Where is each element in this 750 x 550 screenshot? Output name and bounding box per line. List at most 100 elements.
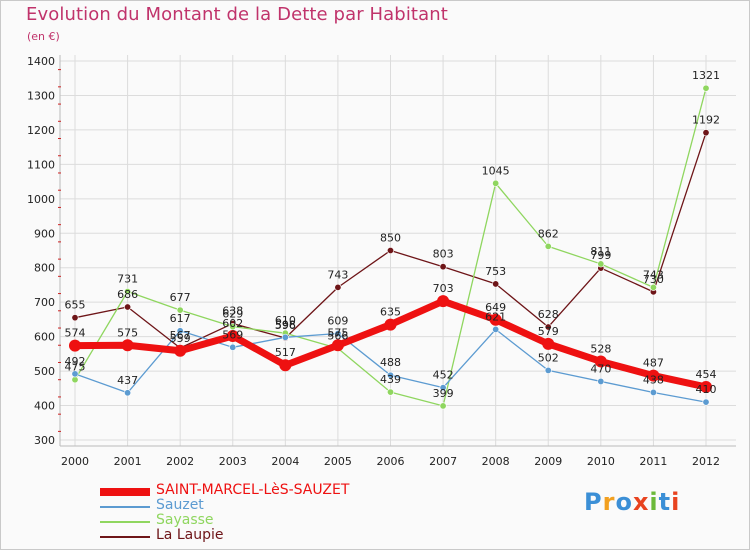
- legend-label: La Laupie: [156, 527, 224, 543]
- data-label-saint-marcel-l-s-sauzet: 487: [643, 357, 664, 370]
- legend-label: SAINT-MARCEL-LèS-SAUZET: [156, 482, 350, 498]
- x-tick-label: 2010: [587, 455, 615, 468]
- data-point-la-laupie: [386, 247, 394, 255]
- x-tick-label: 2002: [166, 455, 194, 468]
- data-label-saint-marcel-l-s-sauzet: 517: [275, 346, 296, 359]
- logo-letter: i: [671, 488, 681, 516]
- y-tick-label: 900: [34, 227, 55, 240]
- data-point-sauzet: [229, 343, 237, 351]
- x-tick-label: 2007: [429, 455, 457, 468]
- data-label-sayasse: 439: [380, 373, 401, 386]
- data-point-saint-marcel-l-s-sauzet: [647, 369, 660, 382]
- data-point-sayasse: [702, 84, 710, 92]
- y-tick-label: 1200: [27, 124, 55, 137]
- data-point-saint-marcel-l-s-sauzet: [489, 313, 502, 326]
- data-label-saint-marcel-l-s-sauzet: 574: [65, 327, 86, 340]
- x-tick-label: 2003: [219, 455, 247, 468]
- data-point-sauzet: [124, 389, 132, 397]
- y-tick-label: 600: [34, 331, 55, 344]
- data-label-sauzet: 598: [275, 318, 296, 331]
- data-label-la-laupie: 1192: [692, 114, 720, 127]
- data-point-la-laupie: [492, 280, 500, 288]
- x-tick-label: 2001: [114, 455, 142, 468]
- data-point-la-laupie: [544, 323, 552, 331]
- data-point-sayasse: [229, 323, 237, 331]
- legend-swatch: [100, 488, 150, 496]
- data-label-saint-marcel-l-s-sauzet: 635: [380, 306, 401, 319]
- legend-swatch: [100, 521, 150, 523]
- logo-letter: i: [649, 488, 659, 516]
- data-label-saint-marcel-l-s-sauzet: 454: [696, 368, 717, 381]
- y-tick-label: 1400: [27, 55, 55, 68]
- data-label-la-laupie: 850: [380, 232, 401, 245]
- y-tick-label: 300: [34, 434, 55, 447]
- axes: 300 400 500 600 700 800 900 1000 1100 1200 1300 140…: [27, 55, 736, 468]
- logo-letter: t: [658, 488, 672, 516]
- data-point-sauzet: [334, 330, 342, 338]
- plot-area: [60, 55, 734, 446]
- data-label-sauzet: 502: [538, 351, 559, 364]
- data-point-saint-marcel-l-s-sauzet: [121, 339, 134, 352]
- data-label-sayasse: 629: [222, 308, 243, 321]
- logo-letter: x: [632, 488, 650, 516]
- data-label-sayasse: 566: [327, 329, 348, 342]
- data-label-saint-marcel-l-s-sauzet: 649: [485, 301, 506, 314]
- data-label-saint-marcel-l-s-sauzet: 575: [327, 326, 348, 339]
- data-label-la-laupie: 686: [117, 288, 138, 301]
- data-label-sayasse: 1045: [482, 164, 510, 177]
- data-point-sayasse: [124, 288, 132, 296]
- data-label-sauzet: 410: [696, 383, 717, 396]
- y-tick-label: 1000: [27, 193, 55, 206]
- data-label-saint-marcel-l-s-sauzet: 602: [222, 317, 243, 330]
- legend-swatch: [100, 536, 150, 538]
- data-label-sayasse: 677: [170, 291, 191, 304]
- data-point-saint-marcel-l-s-sauzet: [594, 355, 607, 368]
- x-tick-label: 2000: [61, 455, 89, 468]
- data-point-sauzet: [439, 384, 447, 392]
- data-point-sayasse: [176, 306, 184, 314]
- data-label-sauzet: 609: [327, 315, 348, 328]
- data-label-sauzet: 488: [380, 356, 401, 369]
- x-tick-label: 2005: [324, 455, 352, 468]
- data-label-la-laupie: 638: [222, 305, 243, 318]
- data-point-sauzet: [649, 388, 657, 396]
- logo-letter: P: [584, 488, 603, 516]
- data-point-sauzet: [597, 377, 605, 385]
- data-label-la-laupie: 628: [538, 308, 559, 321]
- data-label-sauzet: 452: [433, 369, 454, 382]
- data-point-saint-marcel-l-s-sauzet: [542, 337, 555, 350]
- x-tick-label: 2011: [639, 455, 667, 468]
- y-tick-label: 1300: [27, 89, 55, 102]
- data-point-saint-marcel-l-s-sauzet: [331, 339, 344, 352]
- data-point-sayasse: [597, 260, 605, 268]
- data-point-la-laupie: [702, 129, 710, 137]
- data-point-saint-marcel-l-s-sauzet: [174, 344, 187, 357]
- data-label-sayasse: 475: [65, 361, 86, 374]
- data-point-saint-marcel-l-s-sauzet: [279, 359, 292, 372]
- data-label-sayasse: 1321: [692, 69, 720, 82]
- data-label-sauzet: 617: [170, 312, 191, 325]
- logo-letter: r: [602, 488, 616, 516]
- data-label-sayasse: 862: [538, 227, 559, 240]
- data-label-sayasse: 610: [275, 314, 296, 327]
- logo-letter: o: [615, 488, 633, 516]
- data-point-sayasse: [544, 242, 552, 250]
- data-point-sauzet: [71, 370, 79, 378]
- data-label-sayasse: 731: [117, 273, 138, 286]
- data-label-saint-marcel-l-s-sauzet: 579: [538, 325, 559, 338]
- data-point-la-laupie: [124, 303, 132, 311]
- y-tick-label: 1100: [27, 158, 55, 171]
- data-label-sayasse: 743: [643, 268, 664, 281]
- data-point-saint-marcel-l-s-sauzet: [437, 295, 450, 308]
- data-label-sauzet: 569: [222, 328, 243, 341]
- data-point-saint-marcel-l-s-sauzet: [69, 339, 81, 352]
- x-tick-label: 2008: [482, 455, 510, 468]
- data-label-la-laupie: 799: [590, 249, 611, 262]
- x-tick-label: 2006: [377, 455, 405, 468]
- data-label-la-laupie: 596: [275, 319, 296, 332]
- data-labels: 655 686 567 638 596 743 850 803 753 628 799 730 1192…: [65, 69, 721, 400]
- data-label-saint-marcel-l-s-sauzet: 528: [590, 342, 611, 355]
- data-point-la-laupie: [71, 314, 79, 322]
- data-label-la-laupie: 655: [65, 299, 86, 312]
